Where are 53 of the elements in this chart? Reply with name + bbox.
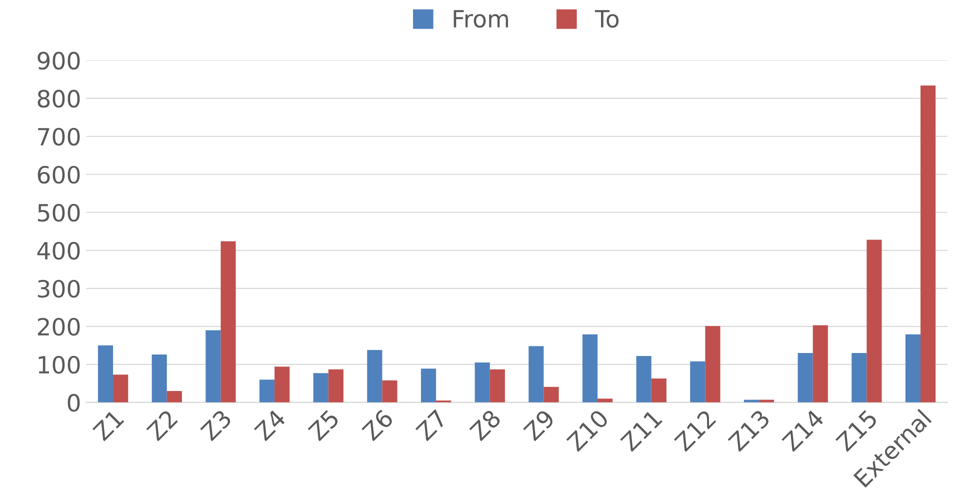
y-tick-label: 400 xyxy=(37,242,80,260)
bar xyxy=(474,362,490,402)
x-tick-label: Z8 xyxy=(468,408,502,442)
bar xyxy=(382,380,398,402)
y-tick-label: 600 xyxy=(38,166,80,184)
bar xyxy=(705,326,720,402)
bar xyxy=(759,400,774,402)
y-tick-label: 200 xyxy=(38,318,80,336)
bar xyxy=(544,386,559,402)
x-tick-label: Z2 xyxy=(146,409,178,442)
bar xyxy=(528,346,544,402)
bar xyxy=(920,85,936,402)
bar xyxy=(98,345,114,402)
bar xyxy=(598,398,613,402)
y-tick-label: 100 xyxy=(38,356,80,374)
x-tick-label: Z4 xyxy=(254,408,286,442)
x-tick-label: Z1 xyxy=(92,409,124,442)
x-tick-label: Z9 xyxy=(522,408,556,442)
y-tick-label: 500 xyxy=(38,204,80,222)
bar xyxy=(582,334,598,402)
bar xyxy=(166,391,182,402)
bar xyxy=(220,241,236,402)
bar xyxy=(367,350,382,402)
bar xyxy=(328,369,344,402)
bar xyxy=(113,374,128,402)
bar xyxy=(636,356,652,402)
legend-label: To xyxy=(594,10,619,28)
y-tick-label: 800 xyxy=(38,90,80,108)
bar xyxy=(798,352,813,402)
bar xyxy=(812,325,828,402)
y-tick-label: 0 xyxy=(68,394,80,412)
legend-label: From xyxy=(454,10,508,28)
x-tick-label: Z5 xyxy=(308,409,340,442)
x-tick-label: Z3 xyxy=(200,408,232,442)
bar xyxy=(744,400,760,402)
bar xyxy=(259,380,275,402)
bar xyxy=(490,369,505,402)
bar xyxy=(206,330,221,402)
bar xyxy=(905,334,921,402)
x-tick-label: Z11 xyxy=(620,409,663,452)
y-tick-label: 900 xyxy=(38,52,80,70)
bar xyxy=(690,361,706,402)
x-tick-label: Z6 xyxy=(361,408,394,442)
bar xyxy=(274,366,290,402)
bar xyxy=(420,368,436,402)
bar xyxy=(152,354,167,402)
y-tick-label: 700 xyxy=(38,128,80,146)
y-tick-label: 300 xyxy=(38,280,80,298)
x-tick-label: Z7 xyxy=(415,409,448,442)
bar xyxy=(313,373,328,402)
bar xyxy=(852,352,867,402)
bar xyxy=(651,378,666,402)
bar xyxy=(866,240,882,402)
